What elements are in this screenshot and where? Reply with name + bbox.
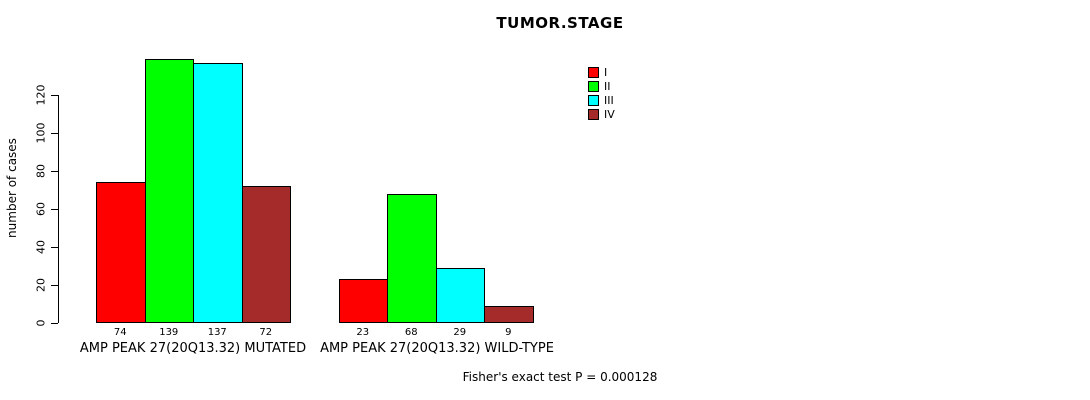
legend-swatch-iii [588, 94, 599, 106]
bar-stage-iv [241, 186, 291, 323]
legend-row: II [588, 79, 615, 93]
bar-stage-ii [144, 58, 194, 323]
y-axis-title: number of cases [5, 138, 19, 238]
y-tick-label: 20 [34, 278, 48, 292]
bar-value-label: 9 [505, 327, 512, 338]
group-label-wild-type: AMP PEAK 27(20Q13.32) WILD-TYPE [320, 341, 554, 356]
bar-value-label: 137 [207, 327, 227, 338]
chart-title: TUMOR.STAGE [496, 14, 624, 32]
bar-value-label: 139 [159, 327, 179, 338]
bar-stage-iii [193, 62, 243, 323]
bar-stage-iv [484, 305, 534, 323]
y-tick [51, 285, 58, 286]
bar-value-label: 23 [356, 327, 370, 338]
bar-value-label: 72 [259, 327, 273, 338]
y-tick [51, 209, 58, 210]
y-tick [51, 323, 58, 324]
legend-label: IV [604, 107, 615, 121]
bar-value-label: 74 [113, 327, 127, 338]
legend-label: I [604, 65, 608, 79]
legend-row: III [588, 93, 615, 107]
bar-stage-i [96, 182, 146, 323]
fisher-test-annotation: Fisher's exact test P = 0.000128 [462, 370, 658, 384]
legend-swatch-iv [588, 108, 599, 120]
y-tick-label: 120 [34, 84, 48, 106]
bar-value-label: 68 [404, 327, 418, 338]
bar-value-label: 29 [453, 327, 467, 338]
bar-stage-i [338, 279, 388, 323]
legend-row: I [588, 65, 615, 79]
legend-row: IV [588, 107, 615, 121]
group-label-mutated: AMP PEAK 27(20Q13.32) MUTATED [79, 341, 307, 356]
legend-swatch-ii [588, 80, 599, 92]
y-tick [51, 247, 58, 248]
y-tick-label: 100 [34, 122, 48, 144]
legend-label: II [604, 79, 611, 93]
y-tick-label: 80 [34, 164, 48, 178]
y-tick-label: 40 [34, 240, 48, 254]
y-axis-line [58, 95, 59, 323]
y-tick-label: 0 [34, 319, 48, 327]
bar-stage-iii [435, 267, 485, 323]
legend-swatch-i [588, 66, 599, 78]
y-tick [51, 133, 58, 134]
legend-label: III [604, 93, 614, 107]
bar-stage-ii [387, 193, 437, 323]
legend: I II III IV [588, 65, 615, 121]
y-tick [51, 171, 58, 172]
y-tick-label: 60 [34, 202, 48, 216]
y-tick [51, 95, 58, 96]
